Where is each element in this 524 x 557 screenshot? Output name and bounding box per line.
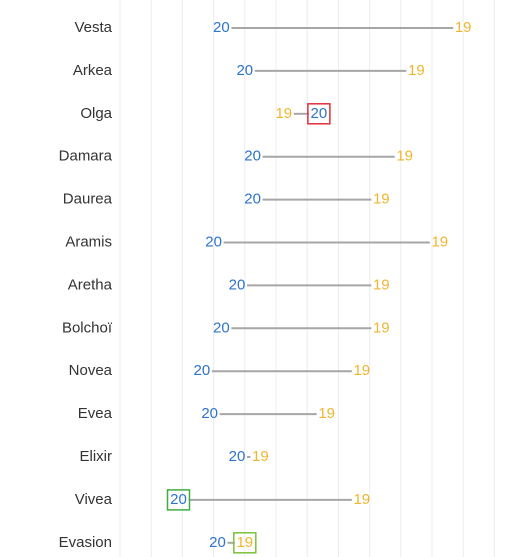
category-label: Evea	[78, 405, 113, 422]
value-marker: 20	[205, 233, 222, 250]
category-label: Vesta	[74, 19, 112, 36]
category-label: Olga	[80, 105, 112, 122]
category-label: Aramis	[65, 233, 112, 250]
value-marker: 19	[373, 319, 390, 336]
category-label: Evasion	[59, 534, 112, 551]
value-marker: 19	[275, 105, 292, 122]
highlight-box	[166, 489, 191, 511]
value-marker: 20	[201, 405, 218, 422]
value-marker: 20	[209, 534, 226, 551]
value-marker: 20	[213, 319, 230, 336]
category-label: Arkea	[73, 62, 113, 79]
value-marker: 20	[170, 491, 187, 508]
category-label: Bolchoï	[62, 319, 113, 336]
value-marker: 19	[431, 233, 448, 250]
value-marker: 20	[236, 62, 253, 79]
value-marker: 20	[311, 105, 328, 122]
value-marker: 19	[236, 534, 253, 551]
value-marker: 19	[318, 405, 335, 422]
value-marker: 20	[194, 362, 211, 379]
category-label: Elixir	[80, 448, 113, 465]
value-marker: 20	[229, 448, 246, 465]
value-marker: 19	[373, 276, 390, 293]
category-label: Aretha	[68, 276, 113, 293]
value-marker: 19	[455, 19, 472, 36]
value-marker: 20	[244, 191, 261, 208]
value-marker: 20	[229, 276, 246, 293]
value-marker: 19	[396, 148, 413, 165]
category-label: Novea	[69, 362, 113, 379]
category-label: Daurea	[63, 191, 113, 208]
highlight-box	[233, 532, 257, 554]
value-marker: 19	[373, 191, 390, 208]
highlight-box	[307, 103, 331, 125]
value-marker: 20	[244, 148, 261, 165]
value-marker: 19	[408, 62, 425, 79]
value-marker: 19	[353, 362, 370, 379]
value-marker: 19	[353, 491, 370, 508]
category-label: Damara	[59, 148, 113, 165]
value-marker: 20	[213, 19, 230, 36]
category-label: Vivea	[75, 491, 113, 508]
value-marker: 19	[252, 448, 269, 465]
